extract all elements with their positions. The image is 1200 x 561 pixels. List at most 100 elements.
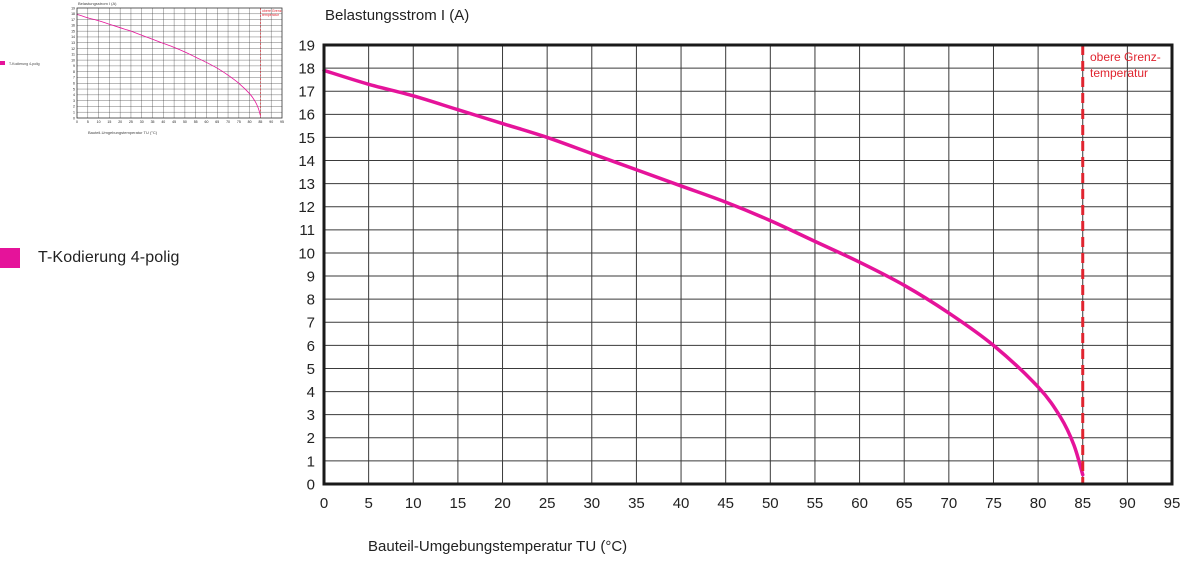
y-tick-label: 6 — [73, 82, 75, 86]
x-tick-label: 95 — [280, 120, 284, 124]
x-tick-label: 30 — [583, 495, 600, 512]
y-tick-label: 0 — [307, 476, 315, 493]
limit-label-line-1: obere Grenz- — [1090, 50, 1161, 64]
x-tick-label: 90 — [1119, 495, 1136, 512]
y-tick-label: 16 — [298, 107, 315, 124]
y-tick-label: 8 — [307, 292, 315, 309]
y-tick-label: 2 — [73, 105, 75, 109]
x-tick-label: 70 — [226, 120, 230, 124]
x-tick-label: 35 — [151, 120, 155, 124]
limit-label-line-2: temperatur — [1090, 66, 1148, 80]
y-tick-label: 0 — [73, 116, 75, 120]
y-tick-label: 14 — [71, 35, 75, 39]
x-tick-label: 15 — [450, 495, 467, 512]
legend-swatch — [0, 248, 20, 268]
y-tick-label: 8 — [73, 70, 75, 74]
y-axis-label: Belastungsstrom I (A) — [325, 7, 469, 24]
y-tick-label: 5 — [73, 87, 75, 91]
x-tick-label: 65 — [896, 495, 913, 512]
x-tick-label: 75 — [985, 495, 1002, 512]
legend-label: T-Kodierung 4-polig — [38, 249, 180, 266]
y-tick-label: 5 — [307, 361, 315, 378]
x-tick-label: 20 — [494, 495, 511, 512]
series-line-t-kodierung — [322, 68, 1085, 477]
x-tick-label: 0 — [76, 120, 78, 124]
thumbnail-x-axis-label: Bauteil-Umgebungstemperatur TU (°C) — [88, 130, 158, 135]
y-tick-label: 4 — [73, 93, 75, 97]
y-tick-label: 19 — [298, 37, 315, 54]
y-tick-label: 11 — [71, 53, 75, 57]
x-tick-label: 15 — [107, 120, 111, 124]
y-tick-label: 2 — [307, 430, 315, 447]
y-tick-label: 16 — [71, 24, 75, 28]
y-tick-label: 7 — [307, 315, 315, 332]
thumbnail-preview: 0 5 10 15 20 25 30 35 40 45 50 55 60 65 70 75 80 85 90 95 0… — [0, 1, 284, 135]
y-tick-label: 18 — [71, 12, 75, 16]
plot-frame — [322, 43, 1174, 486]
x-tick-label: 60 — [851, 495, 868, 512]
y-tick-label: 19 — [71, 6, 75, 10]
x-axis-label: Bauteil-Umgebungstemperatur TU (°C) — [368, 538, 627, 555]
y-tick-label: 12 — [71, 47, 75, 51]
x-tick-label: 80 — [248, 120, 252, 124]
thumbnail-y-axis-label: Belastungsstrom I (A) — [78, 1, 117, 6]
thumbnail-frame — [76, 7, 283, 119]
x-tick-label: 60 — [205, 120, 209, 124]
x-tick-label: 25 — [539, 495, 556, 512]
x-tick-label: 65 — [215, 120, 219, 124]
y-tick-label: 13 — [71, 41, 75, 45]
y-tick-label: 7 — [73, 76, 75, 80]
thumbnail-limit-label-2: temperatur — [262, 13, 280, 17]
thumbnail-x-ticks: 0 5 10 15 20 25 30 35 40 45 50 55 60 65 70 75 80 85 90 95 — [76, 120, 284, 124]
x-tick-label: 85 — [258, 120, 262, 124]
x-tick-label: 20 — [118, 120, 122, 124]
legend: T-Kodierung 4-polig — [0, 248, 180, 268]
x-tick-label: 55 — [194, 120, 198, 124]
x-tick-label: 0 — [320, 495, 328, 512]
x-tick-label: 25 — [129, 120, 133, 124]
y-tick-label: 6 — [307, 338, 315, 355]
y-tick-label: 1 — [73, 110, 75, 114]
x-tick-label: 75 — [237, 120, 241, 124]
y-tick-label: 11 — [299, 222, 315, 239]
x-tick-label: 5 — [87, 120, 89, 124]
x-tick-label: 10 — [405, 495, 422, 512]
x-tick-label: 5 — [364, 495, 372, 512]
y-tick-label: 17 — [298, 84, 315, 101]
y-tick-label: 3 — [73, 99, 75, 103]
x-tick-label: 45 — [172, 120, 176, 124]
y-tick-label: 10 — [71, 58, 75, 62]
x-tick-label: 10 — [97, 120, 101, 124]
x-tick-label: 30 — [140, 120, 144, 124]
x-tick-label: 95 — [1164, 495, 1181, 512]
y-tick-label: 15 — [298, 130, 315, 147]
chart-grid — [324, 45, 1172, 484]
y-tick-label: 12 — [298, 199, 315, 216]
y-tick-label: 15 — [71, 29, 75, 33]
x-tick-label: 40 — [161, 120, 165, 124]
thumbnail-limit-label-1: obere Grenz- — [262, 9, 283, 13]
x-tick-label: 70 — [940, 495, 957, 512]
thumbnail-legend-swatch — [0, 61, 5, 65]
thumbnail-legend-label: T-Kodierung 4-polig — [9, 62, 40, 66]
y-tick-label: 13 — [298, 176, 315, 193]
y-tick-label: 4 — [307, 384, 315, 401]
series-line-t-kodierung — [76, 13, 261, 117]
x-tick-label: 45 — [717, 495, 734, 512]
y-tick-label: 1 — [307, 453, 315, 470]
thumbnail-grid — [77, 8, 282, 118]
y-tick-label: 17 — [71, 18, 75, 22]
y-tick-label: 10 — [298, 245, 315, 262]
y-tick-label: 18 — [298, 61, 315, 78]
x-tick-label: 35 — [628, 495, 645, 512]
y-tick-label: 14 — [298, 153, 315, 170]
x-tick-label: 55 — [807, 495, 824, 512]
x-tick-label: 90 — [269, 120, 273, 124]
y-tick-label: 9 — [307, 268, 315, 285]
thumbnail-curve — [76, 13, 261, 117]
x-tick-label: 85 — [1074, 495, 1091, 512]
y-tick-label: 9 — [73, 64, 75, 68]
x-tick-label: 40 — [673, 495, 690, 512]
